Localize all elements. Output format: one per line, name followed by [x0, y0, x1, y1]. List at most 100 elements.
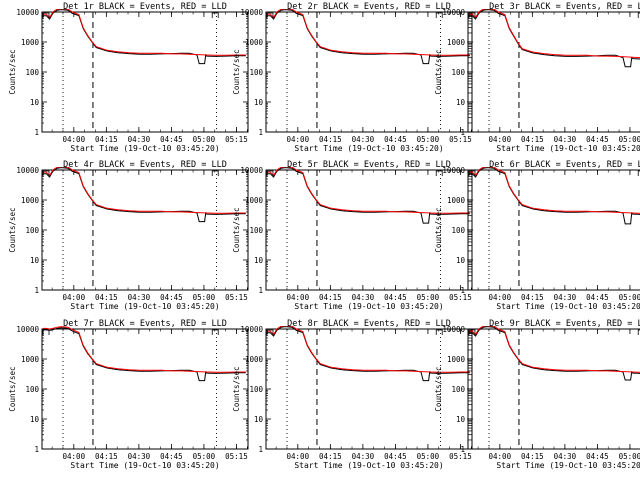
y-tick-label: 10000 [240, 325, 263, 334]
x-tick-label: 04:00 [287, 135, 310, 144]
y-tick-label: 10 [30, 98, 40, 107]
x-axis-label: Start Time (19-Oct-10 03:45:20) [294, 461, 443, 470]
interval-bracket [266, 12, 274, 18]
plot-frame [467, 11, 640, 133]
x-tick-label: 04:15 [521, 452, 544, 461]
y-axis: 1 10 100 1000 10000 [240, 166, 472, 295]
plot-frame [467, 328, 640, 450]
y-tick-label: 1 [258, 128, 263, 137]
y-tick-label: 10000 [16, 8, 39, 17]
y-tick-label: 1 [258, 445, 263, 454]
y-tick-label: 1 [460, 128, 465, 137]
x-tick-label: 05:00 [193, 293, 216, 302]
panel-det-9: Det 9r BLACK = Events, RED = LLD 1 10 100 10… [434, 319, 640, 470]
interval-bracket [435, 12, 443, 18]
series-lld-line [469, 167, 640, 214]
x-tick-label: 04:00 [287, 452, 310, 461]
x-tick-label: 04:00 [489, 452, 512, 461]
x-tick-label: 04:45 [586, 452, 609, 461]
x-tick-label: 04:00 [63, 135, 86, 144]
y-tick-label: 1000 [447, 196, 466, 205]
x-axis-label: Start Time (19-Oct-10 03:45:20) [496, 302, 640, 311]
x-tick-label: 04:30 [554, 135, 577, 144]
y-tick-label: 10000 [240, 166, 263, 175]
panel-title: Det 8r BLACK = Events, RED = LLD [287, 319, 451, 329]
interval-bracket [637, 12, 640, 18]
interval-bracket [435, 329, 443, 335]
y-tick-label: 1 [460, 445, 465, 454]
series-events-line [469, 167, 640, 225]
y-axis-label: Counts/sec [8, 207, 17, 252]
panel-det-5: Det 5r BLACK = Events, RED = LLD11010010… [232, 160, 473, 311]
y-tick-label: 10 [456, 415, 466, 424]
y-tick-label: 10 [254, 98, 264, 107]
interval-bracket [211, 170, 219, 176]
panel-title: Det 7r BLACK = Events, RED = LLD [63, 319, 227, 329]
y-axis: 1 10 100 1000 10000 [16, 325, 248, 454]
x-tick-label: 04:30 [352, 293, 375, 302]
y-tick-label: 10000 [240, 8, 263, 17]
x-axis-label: Start Time (19-Oct-10 03:45:20) [294, 302, 443, 311]
x-tick-label: 04:15 [95, 135, 118, 144]
panel-det-8: Det 8r BLACK = Events, RED = LLD11010010… [232, 319, 473, 470]
x-tick-label: 04:45 [160, 135, 183, 144]
plot-frame [41, 328, 249, 450]
y-tick-label: 100 [249, 68, 263, 77]
y-tick-label: 100 [451, 226, 465, 235]
interval-bracket [211, 329, 219, 335]
y-tick-label: 10000 [16, 325, 39, 334]
y-axis-label: Counts/sec [8, 49, 17, 94]
panel-title: Det 6r BLACK = Events, RED = LLD [489, 160, 640, 170]
x-tick-label: 04:15 [521, 293, 544, 302]
x-axis-label: Start Time (19-Oct-10 03:45:20) [70, 144, 219, 153]
x-tick-label: 04:30 [128, 135, 151, 144]
series-lld-line [267, 9, 470, 56]
y-tick-label: 1 [460, 286, 465, 295]
series-lld-line [43, 167, 246, 214]
x-axis-label: Start Time (19-Oct-10 03:45:20) [294, 144, 443, 153]
y-axis: 1 10 100 1000 10000 [16, 8, 248, 137]
x-tick-label: 05:15 [449, 452, 472, 461]
x-tick-label: 05:00 [193, 452, 216, 461]
y-tick-label: 10 [456, 98, 466, 107]
y-tick-label: 1 [34, 128, 39, 137]
x-tick-label: 05:00 [417, 293, 440, 302]
plot-frame [467, 169, 640, 291]
x-tick-label: 05:00 [417, 135, 440, 144]
y-tick-label: 1000 [21, 355, 40, 364]
x-tick-label: 05:00 [619, 452, 640, 461]
y-tick-label: 100 [249, 385, 263, 394]
x-axis-label: Start Time (19-Oct-10 03:45:20) [70, 461, 219, 470]
y-tick-label: 10 [254, 415, 264, 424]
interval-bracket [468, 329, 476, 335]
y-axis-label: Counts/sec [434, 366, 443, 411]
panel-det-1: Det 1r BLACK = Events, RED = LLD 1 10 100 10… [8, 2, 249, 153]
y-tick-label: 10 [30, 256, 40, 265]
panel-title: Det 9r BLACK = Events, RED = LLD [489, 319, 640, 329]
y-tick-label: 1 [34, 286, 39, 295]
y-axis-label: Counts/sec [8, 366, 17, 411]
y-tick-label: 1000 [245, 38, 264, 47]
panel-det-2: Det 2r BLACK = Events, RED = LLD11010010… [232, 2, 473, 153]
series-lld-line [43, 326, 246, 373]
series-lld-line [267, 326, 470, 373]
panel-title: Det 2r BLACK = Events, RED = LLD [287, 2, 451, 12]
plot-frame [41, 169, 249, 291]
y-axis-label: Counts/sec [232, 207, 241, 252]
x-tick-label: 04:15 [95, 293, 118, 302]
x-tick-label: 04:45 [586, 293, 609, 302]
x-tick-label: 05:00 [193, 135, 216, 144]
y-tick-label: 1000 [447, 38, 466, 47]
panel-det-7: Det 7r BLACK = Events, RED = LLD 1 10 100 10… [8, 319, 249, 470]
panel-title: Det 3r BLACK = Events, RED = LLD [489, 2, 640, 12]
panel-title: Det 1r BLACK = Events, RED = LLD [63, 2, 227, 12]
y-axis-label: Counts/sec [434, 207, 443, 252]
x-tick-label: 04:45 [160, 452, 183, 461]
x-tick-label: 05:00 [619, 293, 640, 302]
panel-det-3: Det 3r BLACK = Events, RED = LLD 1 10 100 10… [434, 2, 640, 153]
